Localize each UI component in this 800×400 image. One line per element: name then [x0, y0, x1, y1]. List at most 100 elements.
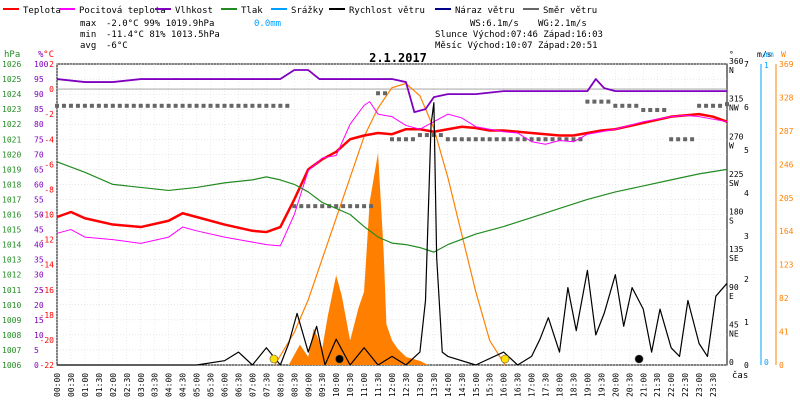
tick-radiation-6: 123	[779, 261, 794, 270]
wind-direction-mark	[278, 103, 283, 108]
wind-direction-mark	[459, 137, 464, 142]
tick-x-46: 23:00	[695, 373, 704, 397]
tick-percent-0: 100	[34, 60, 49, 69]
tick-radiation-5: 164	[779, 227, 794, 236]
tick-hpa-19: 1007	[2, 346, 21, 355]
wind-direction-mark	[222, 103, 227, 108]
wind-direction-mark	[662, 107, 667, 112]
wind-direction-mark	[173, 103, 178, 108]
tick-x-42: 21:00	[639, 373, 648, 397]
tick-percent-3: 85	[34, 105, 44, 114]
legend-label-1: Pocitová teplota	[79, 6, 166, 16]
tick-x-35: 17:30	[542, 373, 551, 397]
wind-direction-mark	[110, 103, 115, 108]
tick-x-9: 04:30	[179, 373, 188, 397]
wind-direction-mark	[501, 137, 506, 142]
wind-direction-mark	[592, 99, 597, 104]
wind-direction-mark	[655, 107, 660, 112]
tick-hpa-3: 1023	[2, 105, 21, 114]
wind-direction-mark	[124, 103, 129, 108]
wind-direction-mark	[627, 103, 632, 108]
tick-x-25: 12:30	[402, 373, 411, 397]
stats-ws: WS:6.1m/s	[470, 19, 519, 29]
wind-direction-mark	[75, 103, 80, 108]
tick-percent-4: 80	[34, 120, 44, 129]
tick-wind-2: 5	[744, 146, 749, 155]
wind-direction-mark	[201, 103, 206, 108]
wind-direction-mark	[250, 103, 255, 108]
tick-x-16: 08:00	[276, 373, 285, 397]
wind-direction-mark	[159, 103, 164, 108]
grid	[56, 63, 728, 366]
wind-direction-mark	[676, 137, 681, 142]
wind-direction-mark	[313, 204, 318, 209]
axis-label-hpa: hPa	[4, 50, 20, 60]
axis-label-celsius: °C	[43, 50, 54, 60]
tick-hpa-12: 1014	[2, 241, 21, 250]
wind-direction-mark	[718, 103, 723, 108]
wind-direction-mark	[620, 103, 625, 108]
tick-percent-20: 0	[34, 361, 39, 370]
tick-x-39: 19:30	[597, 373, 606, 397]
stats-avg-label: avg	[80, 41, 96, 51]
wind-direction-mark	[390, 137, 394, 142]
tick-x-2: 01:00	[81, 373, 90, 397]
tick-hpa-11: 1015	[2, 226, 21, 235]
tick-celsius-4: -6	[44, 160, 54, 169]
tick-x-15: 07:30	[262, 373, 271, 397]
wind-direction-mark	[229, 103, 234, 108]
wind-direction-mark	[369, 204, 374, 209]
wind-direction-mark	[634, 103, 639, 108]
tick-x-6: 03:00	[137, 373, 146, 397]
tick-radiation-8: 41	[779, 328, 789, 337]
tick-x-3: 01:30	[95, 373, 104, 397]
tick-dir-deg-0: 360	[729, 57, 744, 66]
tick-hpa-13: 1013	[2, 256, 21, 265]
wind-direction-mark	[557, 137, 562, 142]
wind-direction-mark	[103, 103, 108, 108]
wind-direction-mark	[578, 137, 583, 142]
wind-direction-mark	[61, 103, 66, 108]
tick-dir-deg-7: 45	[729, 320, 739, 329]
tick-celsius-10: -18	[40, 311, 55, 320]
wind-direction-mark	[599, 99, 604, 104]
wind-direction-mark	[180, 103, 185, 108]
tick-x-0: 00:00	[53, 373, 62, 397]
tick-celsius-11: -20	[40, 336, 55, 345]
wind-direction-mark	[585, 99, 590, 104]
wind-direction-mark	[117, 103, 122, 108]
tick-percent-14: 30	[34, 271, 44, 280]
tick-x-38: 19:00	[583, 373, 592, 397]
tick-percent-12: 40	[34, 241, 44, 250]
legend-label-5: Rychlost větru	[349, 6, 425, 16]
series-tlak	[56, 161, 728, 253]
tick-wind-4: 3	[744, 232, 749, 241]
wind-direction-mark	[683, 137, 688, 142]
tick-celsius-1: 0	[49, 85, 54, 94]
moonset-marker	[634, 354, 644, 364]
wind-direction-mark	[487, 137, 492, 142]
stats-avg-values: -6°C	[106, 41, 128, 51]
legend-label-4: Srážky	[291, 6, 324, 16]
wind-direction-mark	[641, 107, 646, 112]
tick-hpa-15: 1011	[2, 286, 21, 295]
tick-dir-name-6: E	[729, 292, 734, 301]
tick-celsius-0: 2	[49, 60, 54, 69]
wind-direction-mark	[299, 204, 304, 209]
sunrise-marker	[269, 354, 279, 364]
axis-label-precip: mm	[764, 50, 774, 59]
tick-x-20: 10:00	[332, 373, 341, 397]
wind-direction-mark	[536, 137, 541, 142]
tick-dir-name-3: SW	[729, 179, 739, 188]
tick-celsius-5: -8	[44, 185, 54, 194]
tick-hpa-16: 1010	[2, 301, 21, 310]
chart-title: 2.1.2017	[369, 51, 427, 65]
tick-x-27: 13:30	[430, 373, 439, 397]
wind-direction-mark	[494, 137, 499, 142]
tick-x-10: 05:00	[193, 373, 202, 397]
tick-x-8: 04:00	[165, 373, 174, 397]
wind-direction-mark	[445, 137, 450, 142]
stats-max-values: -2.0°C 99% 1019.9hPa	[106, 19, 214, 29]
wind-direction-mark	[152, 103, 157, 108]
tick-x-47: 23:30	[709, 373, 718, 397]
